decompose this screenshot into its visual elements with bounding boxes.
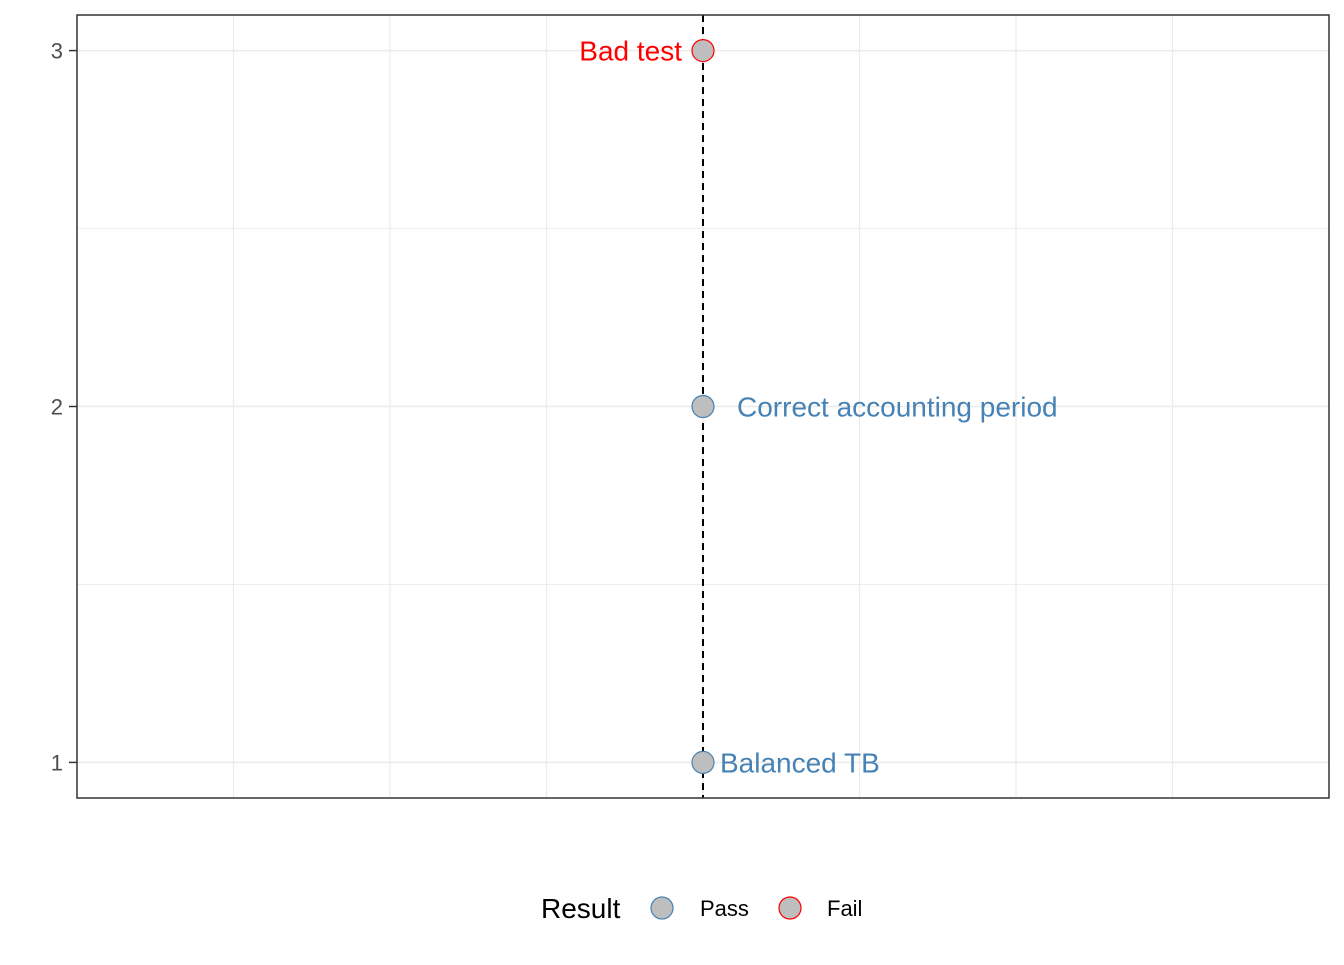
legend-entries: Pass Fail [650,896,862,921]
data-point [691,750,715,775]
legend-label-pass: Pass [700,896,749,921]
point-label: Correct accounting period [737,392,1058,423]
data-point [691,38,715,63]
point-label: Balanced TB [720,747,880,778]
legend-label-fail: Fail [827,896,862,921]
legend-key-fail [778,896,802,920]
point-labels-layer: Balanced TB Correct accounting period Bad … [579,36,1057,779]
points-layer [691,38,715,775]
y-axis: 1 2 3 [51,39,77,775]
legend-title: Result [541,893,621,924]
legend: Result Pass Fail [541,893,862,924]
y-axis-tick-label: 1 [51,750,63,775]
y-axis-tick-label: 2 [51,395,63,420]
legend-key-pass [650,896,674,920]
y-axis-tick-label: 3 [51,39,63,64]
data-point [691,394,715,419]
point-label: Bad test [579,36,682,67]
panel-border [76,14,1330,799]
